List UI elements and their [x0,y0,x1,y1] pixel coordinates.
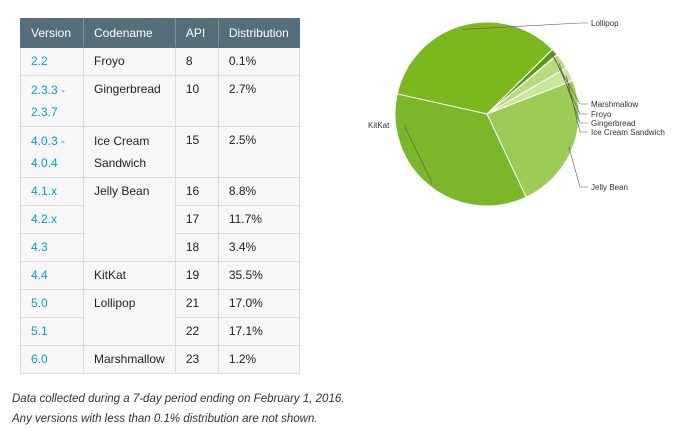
codename-cell: Jelly Bean [83,177,176,262]
distribution-cell: 17.0% [217,289,301,318]
header-codename: Codename [83,18,176,48]
pie-leader-line [558,63,588,124]
table-row: 2.3.3 - 2.3.7 Gingerbread 10 2.7% [20,75,301,127]
pie-leader-line [462,22,588,30]
pie-slice-lollipop [396,21,554,115]
api-cell: 17 [174,205,219,234]
distribution-table: Version Codename API Distribution 2.2 Fr… [20,18,301,374]
pie-label-ice-cream-sandwich: Ice Cream Sandwich [591,128,665,137]
distribution-cell: 17.1% [217,317,301,346]
footnotes: Data collected during a 7-day period end… [12,389,344,429]
header-version: Version [20,18,84,48]
distribution-cell: 2.5% [217,126,301,178]
api-cell: 10 [174,75,219,127]
pie-leader-line [554,57,588,115]
codename-cell: Marshmallow [83,345,176,374]
pie-leader-line [568,146,588,188]
codename-cell: Gingerbread [83,75,176,127]
distribution-cell: 3.4% [217,233,301,262]
pie-label-kitkat: KitKat [368,121,390,130]
table-row: 4.2.x 17 11.7% [20,205,301,234]
table-row: 5.0 Lollipop 21 17.0% [20,289,301,346]
table-row: 4.0.3 - 4.0.4 Ice Cream Sandwich 15 2.5% [20,126,301,178]
table-row: 4.4 KitKat 19 35.5% [20,261,301,290]
api-cell: 8 [174,47,219,76]
pie-leader-line [565,75,588,133]
distribution-cell: 8.8% [217,177,301,206]
api-cell: 23 [174,345,219,374]
table-row: 5.1 22 17.1% [20,317,301,346]
table-row: 4.3 18 3.4% [20,233,301,262]
api-cell: 16 [174,177,219,206]
version-link[interactable]: 2.3.3 - 2.3.7 [31,83,66,119]
pie-slice-kitkat [394,93,527,207]
api-cell: 18 [174,233,219,262]
codename-cell: Lollipop [83,289,176,346]
pie-label-lollipop: Lollipop [591,19,619,28]
pie-label-gingerbread: Gingerbread [591,119,635,128]
header-api: API [174,18,219,48]
codename-cell: KitKat [83,261,176,290]
pie-slices [394,21,580,207]
version-link[interactable]: 4.1.x [31,184,58,198]
footnote-threshold: Any versions with less than 0.1% distrib… [12,413,318,425]
version-link[interactable]: 4.2.x [31,212,58,226]
api-cell: 21 [174,289,219,318]
pie-label-marshmallow: Marshmallow [591,100,638,109]
table-row: 6.0 Marshmallow 23 1.2% [20,345,301,374]
table-row: 4.1.x Jelly Bean 16 8.8% [20,177,301,262]
version-link[interactable]: 4.3 [31,240,48,254]
pie-label-froyo: Froyo [591,110,612,119]
api-cell: 15 [174,126,219,178]
version-link[interactable]: 4.0.3 - 4.0.4 [31,134,66,170]
version-link[interactable]: 5.0 [31,296,48,310]
pie-leader-line [551,54,588,105]
codename-cell: Ice Cream Sandwich [83,126,176,178]
distribution-cell: 0.1% [217,47,301,76]
pie-slice-jelly-bean [486,80,580,198]
distribution-cell: 11.7% [217,205,301,234]
pie-leader-line [403,124,433,183]
table-header-row: Version Codename API Distribution [20,18,301,48]
version-link[interactable]: 5.1 [31,324,48,338]
codename-cell: Froyo [83,47,176,76]
table-row: 2.2 Froyo 8 0.1% [20,47,301,76]
distribution-cell: 35.5% [217,261,301,290]
distribution-cell: 1.2% [217,345,301,374]
version-link[interactable]: 6.0 [31,352,48,366]
pie-label-jelly-bean: Jelly Bean [591,183,628,192]
footnote-data-collected: Data collected during a 7-day period end… [12,393,345,405]
api-cell: 19 [174,261,219,290]
version-link[interactable]: 4.4 [31,268,48,282]
distribution-cell: 2.7% [217,75,301,127]
header-distribution: Distribution [217,18,301,48]
api-cell: 22 [174,317,219,346]
version-link[interactable]: 2.2 [31,54,48,68]
